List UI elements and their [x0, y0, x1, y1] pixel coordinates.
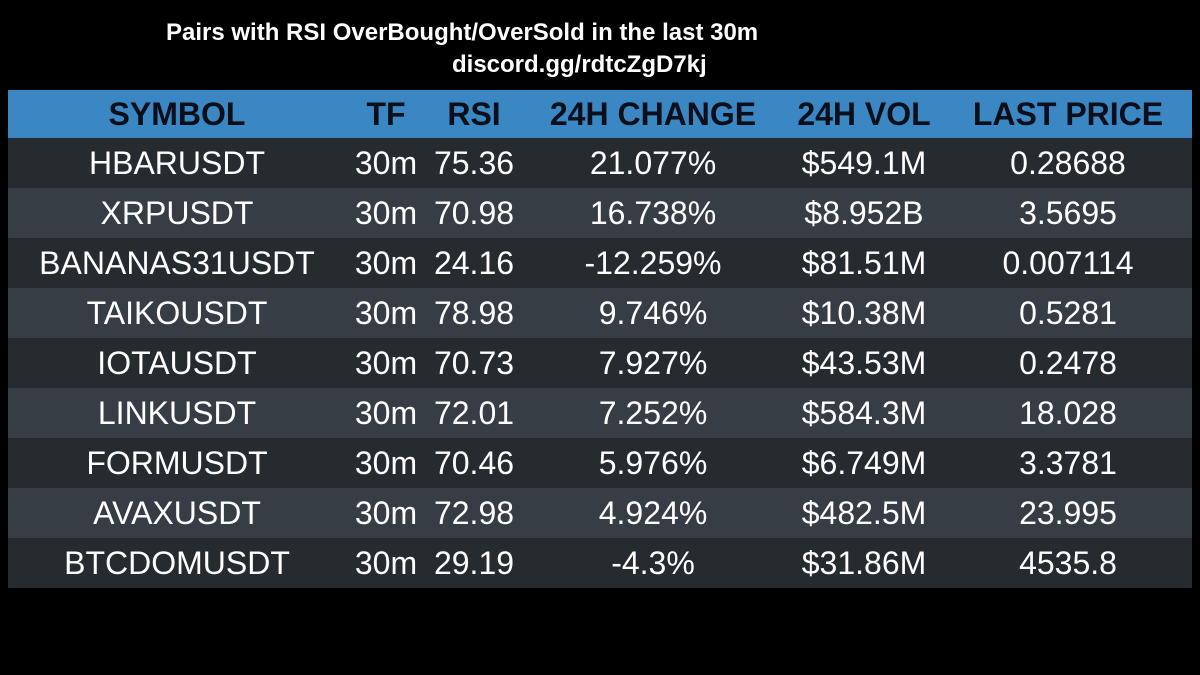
- column-header-rsi: RSI: [447, 96, 501, 132]
- page-title: Pairs with RSI OverBought/OverSold in th…: [166, 19, 759, 46]
- volume-cell: $10.38M: [801, 295, 927, 331]
- table-row: BTCDOMUSDT 30m 29.19 -4.3% $31.86M 4535.…: [8, 538, 1192, 588]
- volume-cell: $8.952B: [804, 195, 924, 231]
- price-cell: 3.5695: [1019, 195, 1117, 231]
- rsi-cell: 70.46: [433, 445, 515, 481]
- column-header-symbol: SYMBOL: [108, 96, 246, 132]
- change-cell: 4.924%: [598, 495, 708, 531]
- price-cell: 3.3781: [1019, 445, 1117, 481]
- rsi-cell: 72.01: [433, 395, 515, 431]
- column-header-tf: TF: [366, 96, 406, 132]
- change-cell: 21.077%: [589, 145, 717, 181]
- tf-cell: 30m: [354, 395, 418, 431]
- tf-cell: 30m: [354, 345, 418, 381]
- volume-cell: $31.86M: [801, 545, 927, 581]
- table-row: TAIKOUSDT 30m 78.98 9.746% $10.38M 0.528…: [8, 288, 1192, 338]
- tf-cell: 30m: [354, 145, 418, 181]
- rsi-cell: 78.98: [433, 295, 515, 331]
- table-row: FORMUSDT 30m 70.46 5.976% $6.749M 3.3781: [8, 438, 1192, 488]
- volume-cell: $6.749M: [801, 445, 927, 481]
- rsi-cell: 70.73: [433, 345, 515, 381]
- change-cell: 7.252%: [598, 395, 708, 431]
- rsi-cell: 72.98: [433, 495, 515, 531]
- price-cell: 18.028: [1019, 395, 1117, 431]
- table-header-row: SYMBOL TF RSI 24H CHANGE 24H VOL LAST PR…: [8, 90, 1192, 138]
- tf-cell: 30m: [354, 495, 418, 531]
- price-cell: 0.007114: [1002, 245, 1134, 281]
- symbol-cell: IOTAUSDT: [97, 345, 257, 381]
- tf-cell: 30m: [354, 245, 418, 281]
- tf-cell: 30m: [354, 545, 418, 581]
- column-header-24h-change: 24H CHANGE: [549, 96, 757, 132]
- change-cell: -4.3%: [611, 545, 695, 581]
- volume-cell: $43.53M: [801, 345, 927, 381]
- table-row: HBARUSDT 30m 75.36 21.077% $549.1M 0.286…: [8, 138, 1192, 188]
- symbol-cell: LINKUSDT: [97, 395, 257, 431]
- tf-cell: 30m: [354, 445, 418, 481]
- table-row: LINKUSDT 30m 72.01 7.252% $584.3M 18.028: [8, 388, 1192, 438]
- price-cell: 4535.8: [1019, 545, 1117, 581]
- symbol-cell: FORMUSDT: [86, 445, 268, 481]
- tf-cell: 30m: [354, 195, 418, 231]
- change-cell: 9.746%: [598, 295, 708, 331]
- rsi-cell: 75.36: [433, 145, 515, 181]
- rsi-cell: 29.19: [433, 545, 515, 581]
- table-row: AVAXUSDT 30m 72.98 4.924% $482.5M 23.995: [8, 488, 1192, 538]
- column-header-last-price: LAST PRICE: [972, 96, 1164, 132]
- volume-cell: $482.5M: [801, 495, 927, 531]
- rsi-table: SYMBOL TF RSI 24H CHANGE 24H VOL LAST PR…: [8, 90, 1192, 588]
- table-row: XRPUSDT 30m 70.98 16.738% $8.952B 3.5695: [8, 188, 1192, 238]
- volume-cell: $584.3M: [801, 395, 927, 431]
- price-cell: 23.995: [1019, 495, 1117, 531]
- symbol-cell: BTCDOMUSDT: [64, 545, 290, 581]
- symbol-cell: TAIKOUSDT: [86, 295, 268, 331]
- price-cell: 0.5281: [1019, 295, 1117, 331]
- table-row: IOTAUSDT 30m 70.73 7.927% $43.53M 0.2478: [8, 338, 1192, 388]
- change-cell: -12.259%: [584, 245, 722, 281]
- table-row: BANANAS31USDT 30m 24.16 -12.259% $81.51M…: [8, 238, 1192, 288]
- tf-cell: 30m: [354, 295, 418, 331]
- price-cell: 0.28688: [1010, 145, 1126, 181]
- column-header-24h-vol: 24H VOL: [797, 96, 931, 132]
- rsi-cell: 70.98: [433, 195, 515, 231]
- symbol-cell: HBARUSDT: [88, 145, 265, 181]
- price-cell: 0.2478: [1019, 345, 1117, 381]
- volume-cell: $81.51M: [801, 245, 927, 281]
- change-cell: 7.927%: [598, 345, 708, 381]
- volume-cell: $549.1M: [801, 145, 927, 181]
- rsi-cell: 24.16: [433, 245, 515, 281]
- symbol-cell: BANANAS31USDT: [39, 245, 315, 281]
- change-cell: 16.738%: [589, 195, 717, 231]
- symbol-cell: XRPUSDT: [100, 195, 254, 231]
- change-cell: 5.976%: [598, 445, 708, 481]
- symbol-cell: AVAXUSDT: [93, 495, 261, 531]
- discord-link: discord.gg/rdtcZgD7kj: [452, 51, 707, 78]
